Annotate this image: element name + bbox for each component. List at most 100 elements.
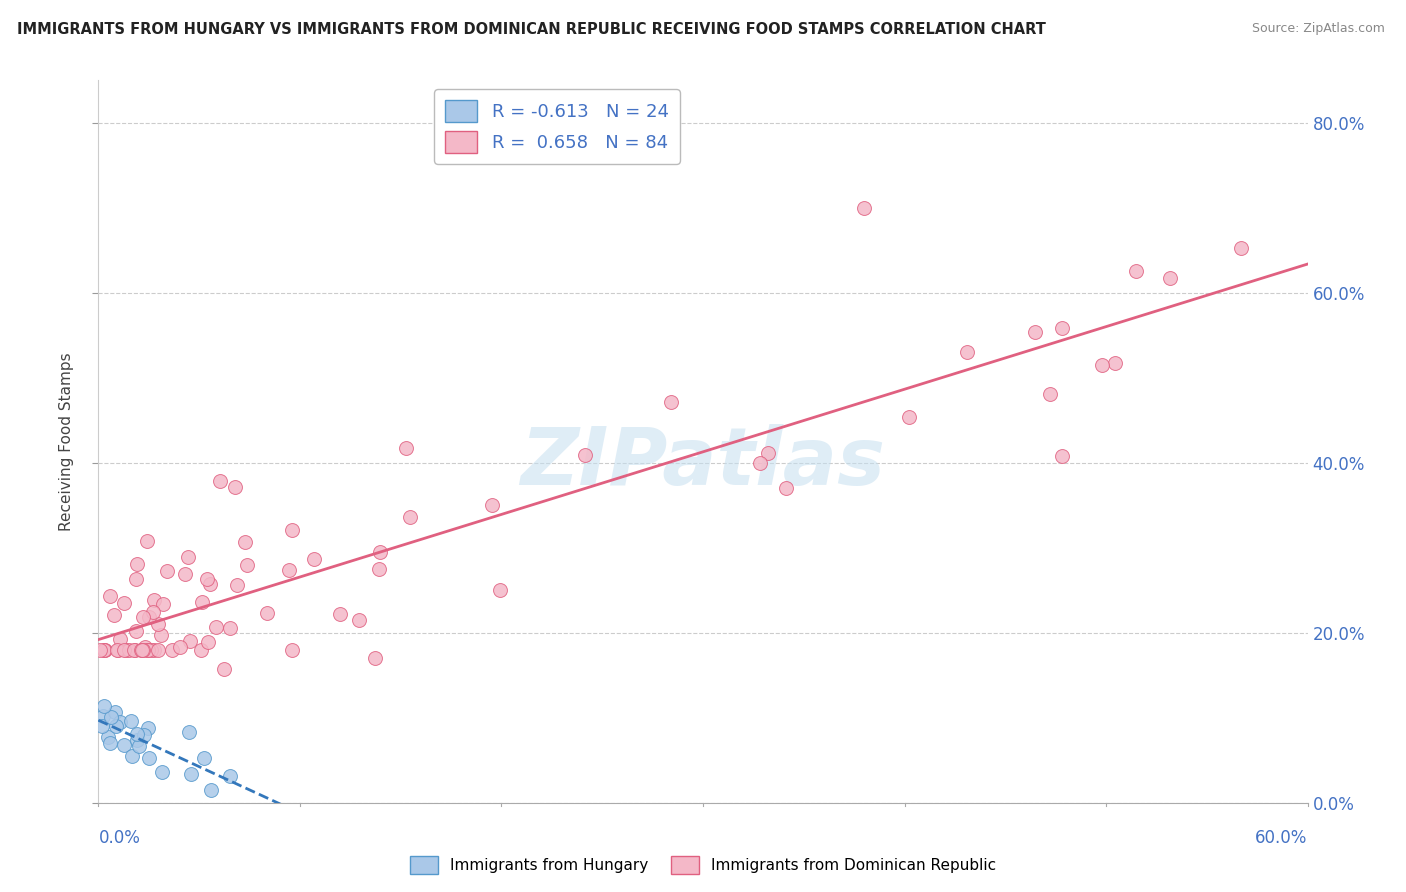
Point xyxy=(176,550,198,565)
Point xyxy=(93,698,115,713)
Point xyxy=(190,642,212,657)
Point xyxy=(143,593,166,607)
Point xyxy=(152,597,174,611)
Point xyxy=(132,728,155,742)
Point xyxy=(131,642,153,657)
Point xyxy=(329,607,352,622)
Point xyxy=(226,578,249,592)
Point xyxy=(93,642,115,657)
Text: 0.0%: 0.0% xyxy=(98,829,141,847)
Point xyxy=(114,642,136,657)
Point xyxy=(173,567,195,582)
Point xyxy=(179,633,201,648)
Point xyxy=(233,534,256,549)
Point xyxy=(91,709,114,723)
Point xyxy=(200,783,222,797)
Point xyxy=(121,749,143,764)
Point xyxy=(132,642,155,657)
Point xyxy=(125,624,148,639)
Point xyxy=(218,621,240,635)
Point xyxy=(748,456,770,470)
Point xyxy=(853,201,876,215)
Point xyxy=(1050,450,1073,464)
Point xyxy=(125,572,148,586)
Point xyxy=(1050,320,1073,334)
Point xyxy=(108,715,131,730)
Point xyxy=(205,620,228,634)
Text: Source: ZipAtlas.com: Source: ZipAtlas.com xyxy=(1251,22,1385,36)
Point xyxy=(136,642,159,657)
Point xyxy=(898,410,921,425)
Point xyxy=(138,610,160,624)
Point xyxy=(775,481,797,495)
Point xyxy=(191,595,214,609)
Point xyxy=(135,642,157,657)
Point xyxy=(112,738,135,752)
Point xyxy=(278,563,301,577)
Point xyxy=(89,642,111,657)
Point xyxy=(97,730,120,744)
Point xyxy=(104,719,127,733)
Y-axis label: Receiving Food Stamps: Receiving Food Stamps xyxy=(59,352,75,531)
Point xyxy=(103,607,125,622)
Point xyxy=(98,736,121,750)
Point xyxy=(138,751,160,765)
Legend: R = -0.613   N = 24, R =  0.658   N = 84: R = -0.613 N = 24, R = 0.658 N = 84 xyxy=(434,89,679,164)
Point xyxy=(134,640,156,654)
Point xyxy=(209,474,232,488)
Point xyxy=(169,640,191,655)
Point xyxy=(131,642,153,657)
Point xyxy=(142,606,165,620)
Point xyxy=(302,552,325,566)
Point xyxy=(224,480,246,494)
Point xyxy=(118,642,141,657)
Point xyxy=(236,558,259,573)
Text: ZIPatlas: ZIPatlas xyxy=(520,425,886,502)
Point xyxy=(150,764,173,779)
Point xyxy=(122,642,145,657)
Point xyxy=(105,642,128,657)
Point xyxy=(104,705,127,719)
Point xyxy=(756,445,779,459)
Point xyxy=(1024,325,1046,339)
Point xyxy=(1159,271,1181,285)
Point xyxy=(149,627,172,641)
Point xyxy=(368,545,391,559)
Legend: Immigrants from Hungary, Immigrants from Dominican Republic: Immigrants from Hungary, Immigrants from… xyxy=(404,850,1002,880)
Point xyxy=(364,650,387,665)
Point xyxy=(180,766,202,780)
Point xyxy=(91,719,114,733)
Point xyxy=(347,614,370,628)
Point xyxy=(367,562,389,576)
Point xyxy=(1091,358,1114,372)
Point xyxy=(143,642,166,657)
Point xyxy=(281,523,304,537)
Point xyxy=(179,725,201,739)
Text: IMMIGRANTS FROM HUNGARY VS IMMIGRANTS FROM DOMINICAN REPUBLIC RECEIVING FOOD STA: IMMIGRANTS FROM HUNGARY VS IMMIGRANTS FR… xyxy=(17,22,1046,37)
Point xyxy=(574,449,596,463)
Point xyxy=(107,642,129,657)
Point xyxy=(1229,241,1251,255)
Point xyxy=(120,714,142,729)
Point xyxy=(93,642,115,657)
Point xyxy=(197,635,219,649)
Point xyxy=(128,739,150,754)
Point xyxy=(125,558,148,572)
Point xyxy=(136,533,159,548)
Text: 60.0%: 60.0% xyxy=(1256,829,1308,847)
Point xyxy=(219,769,242,783)
Point xyxy=(212,662,235,676)
Point xyxy=(98,590,121,604)
Point xyxy=(125,732,148,747)
Point xyxy=(108,632,131,646)
Point xyxy=(193,751,215,765)
Point xyxy=(481,499,503,513)
Point xyxy=(156,564,179,578)
Point xyxy=(659,394,682,409)
Point xyxy=(146,617,169,632)
Point xyxy=(112,596,135,610)
Point xyxy=(489,583,512,598)
Point xyxy=(399,509,422,524)
Point xyxy=(200,577,222,591)
Point xyxy=(100,710,122,724)
